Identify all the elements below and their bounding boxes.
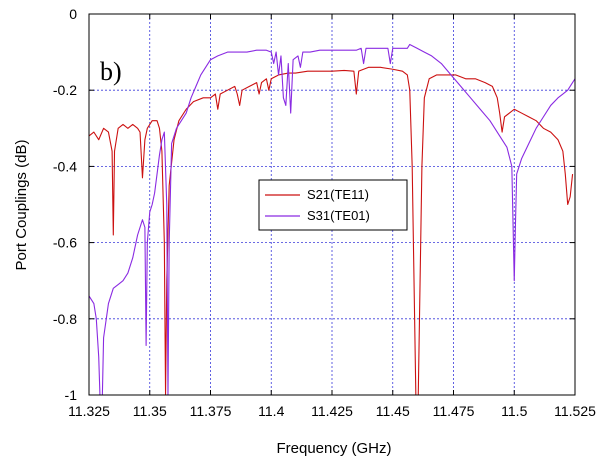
gridlines	[89, 14, 575, 395]
legend-box	[258, 179, 408, 231]
x-tick-label: 11.325	[68, 403, 110, 419]
y-tick-label: -0.8	[53, 311, 77, 327]
x-tick-label: 11.4	[258, 403, 284, 419]
x-tick-label: 11.35	[133, 403, 167, 419]
tick-marks	[88, 13, 576, 396]
series-line-s31	[89, 43, 575, 395]
legend-label-s31: S31(TE01)	[307, 208, 370, 223]
x-axis-title: Frequency (GHz)	[276, 440, 391, 457]
legend-label-s21: S21(TE11)	[307, 187, 369, 202]
series-layer	[89, 43, 575, 395]
x-tick-label: 11.5	[501, 403, 527, 419]
y-tick-label: -0.2	[53, 82, 77, 98]
y-tick-labels: 0 -0.2 -0.4 -0.6 -0.8 -1	[53, 6, 77, 403]
y-axis-title: Port Couplings (dB)	[13, 140, 30, 271]
series-line-s21	[89, 66, 574, 395]
x-tick-label: 11.475	[433, 403, 475, 419]
x-tick-label: 11.45	[376, 403, 410, 419]
x-tick-label: 11.375	[190, 403, 232, 419]
x-tick-labels: 11.325 11.35 11.375 11.4 11.425 11.45 11.475 11…	[68, 403, 596, 419]
legend: S21(TE11) S31(TE01)	[258, 179, 408, 231]
x-tick-label: 11.425	[311, 403, 353, 419]
y-tick-label: -0.4	[53, 158, 77, 174]
panel-label: b)	[100, 57, 122, 86]
y-tick-label: -0.6	[53, 235, 77, 251]
y-tick-label: 0	[69, 6, 77, 22]
x-tick-label: 11.525	[554, 403, 596, 419]
y-tick-label: -1	[65, 387, 78, 403]
